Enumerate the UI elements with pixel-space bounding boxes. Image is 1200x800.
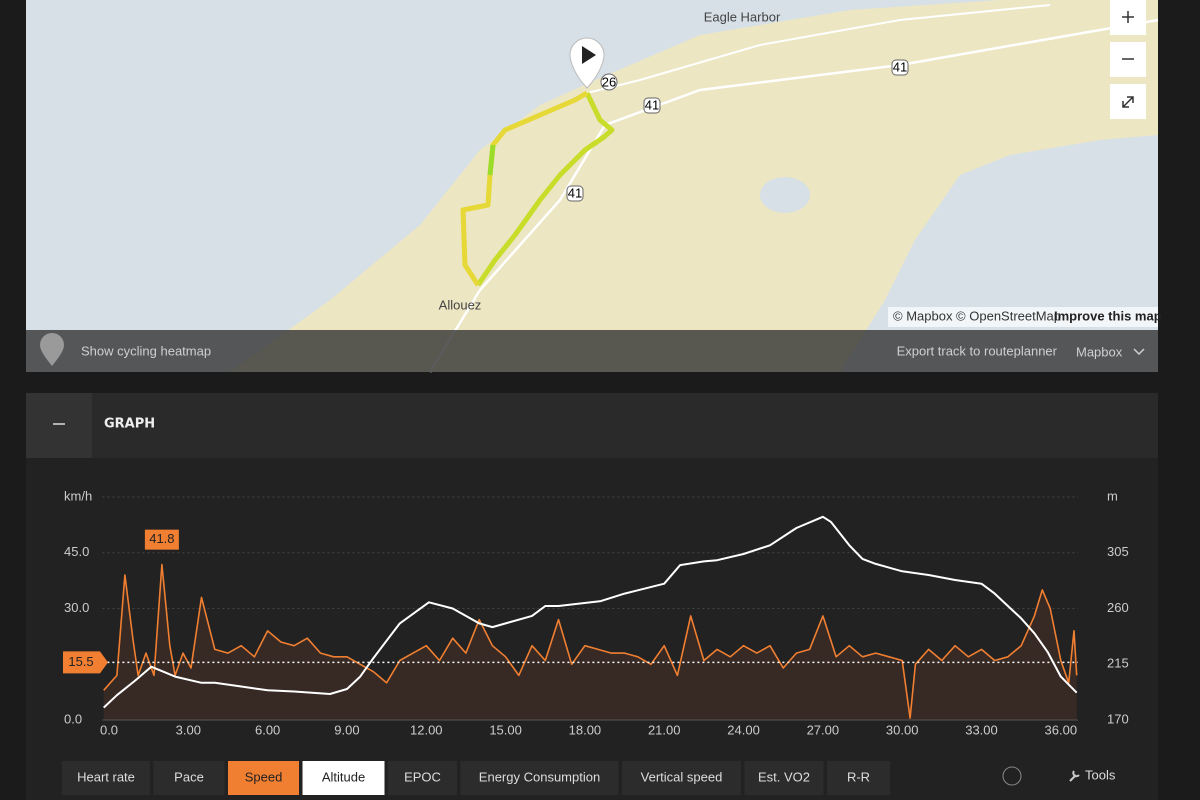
tab[interactable] — [153, 761, 225, 795]
tab-label: Altitude — [322, 769, 365, 784]
map[interactable]: 26 41 41 41 Eagle Harbor Allouez © Mapbo… — [26, 0, 1162, 373]
place-label: Eagle Harbor — [704, 9, 781, 24]
heatmap-toggle[interactable]: Show cycling heatmap — [81, 343, 211, 358]
y-tick-label: 0.0 — [64, 711, 82, 726]
y2-axis-unit: m — [1107, 488, 1118, 503]
road — [586, 4, 1051, 94]
x-tick-label: 18.00 — [569, 722, 602, 737]
tab-label: Energy Consumption — [479, 769, 600, 784]
average-marker — [63, 651, 108, 674]
x-tick-label: 6.00 — [255, 722, 280, 737]
road-shield — [643, 97, 661, 114]
tab-label: Heart rate — [77, 769, 135, 784]
land — [230, 0, 1158, 372]
route — [487, 144, 496, 176]
graph-header — [26, 393, 1158, 458]
x-tick-label: 3.00 — [176, 722, 201, 737]
x-tick-label: 24.00 — [727, 722, 760, 737]
tab[interactable] — [62, 761, 150, 795]
tabs: Heart rate Pace Speed Altitude EPOC Energy Co… — [62, 761, 890, 795]
road-shield — [566, 185, 584, 202]
max-marker — [144, 529, 179, 550]
start-pin[interactable] — [569, 37, 605, 89]
road-shield — [600, 73, 618, 91]
tab[interactable] — [228, 761, 299, 795]
tab[interactable] — [827, 761, 890, 795]
y2-tick-label: 305 — [1107, 544, 1129, 559]
x-tick-label: 36.00 — [1045, 722, 1078, 737]
speed-area — [103, 564, 1077, 720]
heatmap-icon — [40, 333, 64, 366]
x-tick-label: 9.00 — [334, 722, 359, 737]
style-selector[interactable]: Mapbox — [1076, 344, 1123, 359]
x-tick-label: 12.00 — [410, 722, 443, 737]
road-label: 41 — [645, 97, 659, 112]
attribution-bg — [888, 307, 1158, 327]
tab-label: EPOC — [404, 769, 441, 784]
tab-label: Pace — [174, 769, 204, 784]
x-tick-label: 15.00 — [489, 722, 522, 737]
place-label: Allouez — [439, 297, 482, 312]
y2-tick-label: 215 — [1107, 656, 1129, 671]
route — [475, 91, 615, 287]
map-bar — [26, 330, 1158, 372]
lake — [760, 177, 810, 213]
altitude-line — [103, 515, 1078, 709]
y-axis-unit: km/h — [64, 488, 92, 503]
x-tick-label: 33.00 — [965, 722, 998, 737]
attribution: © Mapbox © OpenStreetMap — [893, 308, 1061, 323]
y2-tick-label: 260 — [1107, 600, 1129, 615]
tools-icon — [1069, 770, 1080, 782]
y-tick-label: 45.0 — [64, 544, 89, 559]
chart: km/h m 0.0 30.0 45.0 170 215 260 305 0.0 3.00 6.00 9… — [63, 488, 1129, 737]
graph-panel — [26, 393, 1158, 800]
tab[interactable] — [460, 761, 619, 795]
export-link[interactable]: Export track to routeplanner — [897, 343, 1058, 358]
improve-link[interactable]: Improve this map — [1054, 308, 1162, 323]
x-tick-label: 27.00 — [807, 722, 840, 737]
max-label: 41.8 — [149, 531, 174, 546]
chevron — [1133, 348, 1145, 356]
tab[interactable] — [302, 761, 385, 795]
road-label: 41 — [568, 185, 582, 200]
road-label: 41 — [893, 59, 907, 74]
x-tick-label: 0.0 — [100, 722, 118, 737]
speed-line — [103, 563, 1078, 719]
tab-label: R-R — [847, 769, 870, 784]
collapse-button[interactable] — [26, 393, 92, 458]
tab-label: Vertical speed — [641, 769, 723, 784]
tools-button[interactable]: Tools — [1085, 767, 1116, 782]
tab-label: Speed — [245, 769, 283, 784]
road-shield — [891, 59, 909, 76]
y2-tick-label: 170 — [1107, 711, 1129, 726]
graph-title: GRAPH — [104, 417, 155, 432]
device-icon — [1002, 766, 1022, 786]
map-control-icons — [1122, 11, 1134, 108]
play-icon — [582, 46, 596, 64]
tab[interactable] — [744, 761, 824, 795]
tab-label: Est. VO2 — [758, 769, 810, 784]
tab[interactable] — [622, 761, 741, 795]
x-tick-label: 30.00 — [886, 722, 919, 737]
x-tick-label: 21.00 — [648, 722, 681, 737]
road-label: 26 — [602, 74, 616, 89]
tab[interactable] — [388, 761, 457, 795]
average-label: 15.5 — [68, 654, 93, 669]
y-tick-label: 30.0 — [64, 600, 89, 615]
